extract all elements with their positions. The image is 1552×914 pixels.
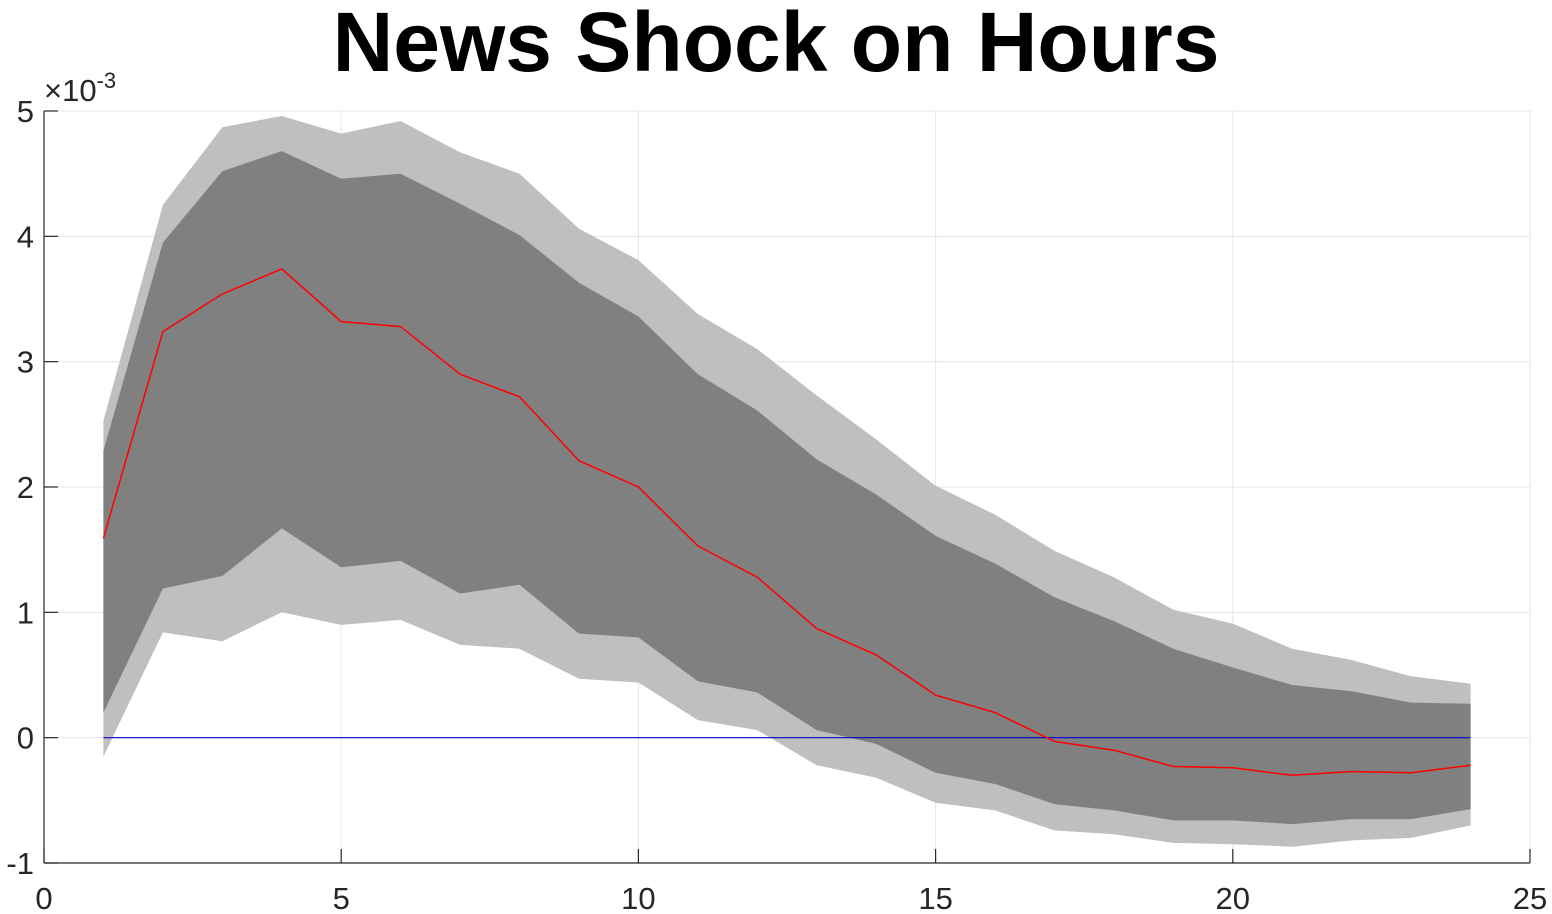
median-response-line (102, 268, 1471, 777)
confidence-bands (103, 116, 1471, 847)
inner-confidence-band (103, 151, 1471, 825)
x-tick-label: 5 (333, 881, 350, 914)
x-tick-label: 0 (35, 881, 52, 914)
response-lines (102, 268, 1471, 777)
y-tick-label: 2 (17, 470, 34, 505)
y-tick-label: 5 (17, 94, 34, 129)
y-axis-exponent: ×10-3 (44, 68, 116, 108)
axes (43, 110, 1531, 864)
y-tick-label: -1 (6, 846, 34, 881)
x-tick-label: 15 (918, 881, 952, 914)
y-tick-label: 3 (17, 345, 34, 380)
y-tick-label: 0 (17, 721, 34, 756)
x-tick-label: 25 (1513, 881, 1547, 914)
x-tick-label: 10 (621, 881, 655, 914)
y-tick-label: 4 (17, 219, 34, 254)
chart-title: News Shock on Hours (332, 0, 1220, 89)
x-tick-label: 20 (1216, 881, 1250, 914)
y-tick-label: 1 (17, 595, 34, 630)
